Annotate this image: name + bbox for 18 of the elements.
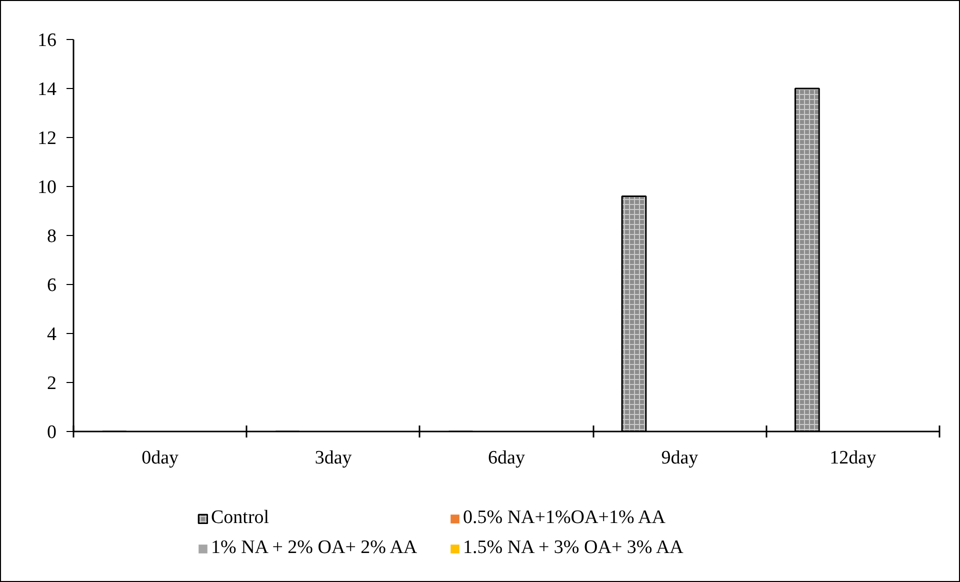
y-tick-label: 2 [47,373,56,394]
y-tick-label: 16 [38,30,56,51]
x-tick-label: 9day [661,448,699,468]
y-tick-label: 0 [47,422,56,443]
legend-label: 0.5% NA+1%OA+1% AA [463,507,666,529]
y-tick-label: 12 [38,128,56,149]
y-tick-label: 10 [38,177,56,198]
x-tick-label: 12day [830,448,877,468]
x-tick-label: 0day [142,448,180,468]
legend-label: 1.5% NA + 3% OA+ 3% AA [463,537,684,559]
y-tick-label: 4 [47,324,57,345]
y-tick-label: 6 [47,275,56,296]
y-tick-label: 8 [47,226,56,247]
legend-label: 1% NA + 2% OA+ 2% AA [211,537,418,559]
legend-label: Control [211,507,270,529]
x-tick-label: 3day [314,448,352,468]
x-tick-label: 6day [488,448,526,468]
y-tick-label: 14 [38,79,57,100]
